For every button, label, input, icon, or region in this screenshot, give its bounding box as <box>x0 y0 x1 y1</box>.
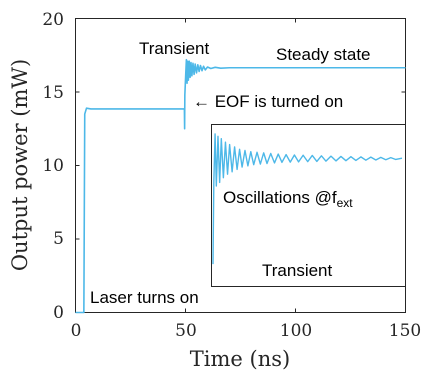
y-tick-label: 5 <box>53 229 64 249</box>
x-tick-label: 100 <box>280 321 312 341</box>
inset-plot-area <box>211 124 406 287</box>
oscillations-subscript: ext <box>337 196 354 210</box>
steady-state-annotation: Steady state <box>276 45 371 64</box>
laser-on-annotation: Laser turns on <box>90 288 199 307</box>
oscillations-annotation: Oscillations @fext <box>223 188 353 210</box>
y-tick-label: 20 <box>42 10 64 30</box>
y-tick-label: 0 <box>53 303 64 323</box>
oscillations-label: Oscillations @f <box>223 188 337 207</box>
inset-transient-annotation: Transient <box>262 261 333 280</box>
x-tick-label: 50 <box>175 321 197 341</box>
inset-series-line <box>212 133 403 265</box>
y-tick-label: 15 <box>42 83 64 103</box>
y-tick-label: 10 <box>42 156 64 176</box>
x-tick-label: 0 <box>71 321 82 341</box>
x-tick-label: 150 <box>389 321 421 341</box>
y-axis-label: Output power (mW) <box>8 59 32 271</box>
transient-annotation: Transient <box>139 39 210 58</box>
main-series-line <box>75 58 406 314</box>
eof-annotation: ← EOF is turned on <box>193 92 343 111</box>
x-axis-label: Time (ns) <box>190 347 290 371</box>
